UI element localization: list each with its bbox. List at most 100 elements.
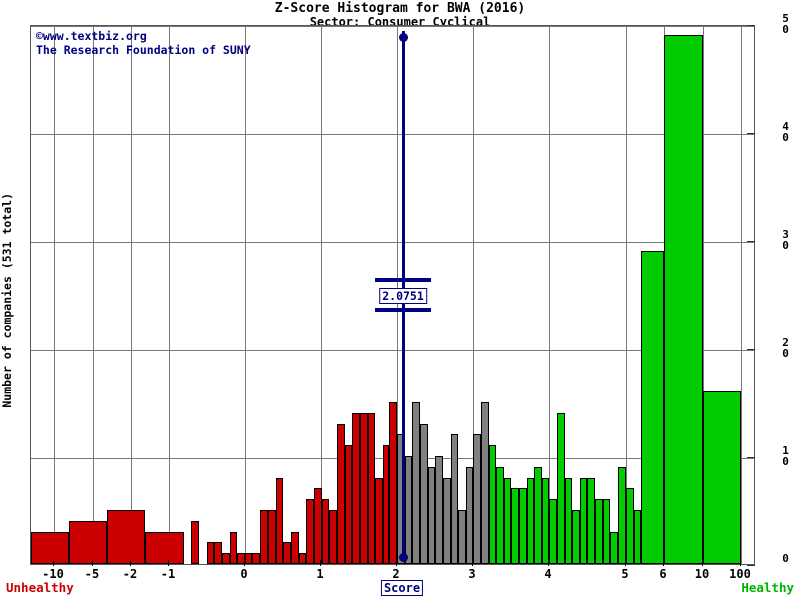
y-tick-label: 0 [779, 552, 792, 563]
y-tick-label: 10 [779, 444, 792, 466]
histogram-bar [443, 477, 451, 564]
x-tick-label: 6 [659, 567, 667, 581]
copyright-line-2: The Research Foundation of SUNY [36, 43, 251, 57]
x-tick-mark [663, 560, 664, 566]
histogram-bar [337, 423, 345, 564]
histogram-bar [451, 434, 458, 564]
gridline-vertical [741, 26, 742, 564]
histogram-bar [383, 445, 389, 564]
histogram-bar [420, 423, 428, 564]
x-tick-mark [740, 560, 741, 566]
x-tick-mark [53, 560, 54, 566]
histogram-bar [641, 250, 664, 564]
plot-area: 2.0751 [30, 25, 755, 565]
histogram-bar [473, 434, 481, 564]
x-tick-mark [168, 560, 169, 566]
y-tick-mark [747, 133, 755, 134]
histogram-bar [489, 445, 496, 564]
gridline-horizontal [31, 134, 754, 135]
x-tick-label: -10 [42, 567, 64, 581]
histogram-bar [283, 542, 291, 564]
histogram-bar [345, 445, 352, 564]
histogram-bar [268, 510, 276, 564]
y-tick-label: 50 [779, 12, 792, 34]
histogram-bar [496, 466, 504, 564]
histogram-bar [603, 499, 610, 564]
y-tick-mark [747, 565, 755, 566]
histogram-bar [214, 542, 222, 564]
gridline-vertical [473, 26, 474, 564]
histogram-bar [352, 412, 360, 564]
x-tick-mark [396, 560, 397, 566]
page-title: Z-Score Histogram for BWA (2016) [274, 1, 526, 16]
histogram-bar [542, 477, 549, 564]
histogram-bar [405, 456, 412, 564]
x-tick-mark [625, 560, 626, 566]
gridline-horizontal [31, 350, 754, 351]
y-axis-label: Number of companies (531 total) [0, 0, 16, 600]
y-tick-label: 40 [779, 120, 792, 142]
histogram-bar [557, 412, 565, 564]
histogram-bar [412, 402, 420, 564]
histogram-bar [329, 510, 337, 564]
histogram-bar [580, 477, 587, 564]
histogram-bar [31, 531, 69, 564]
gridline-vertical [93, 26, 94, 564]
histogram-bar [565, 477, 572, 564]
copyright-line-1: ©www.textbiz.org [36, 29, 147, 43]
histogram-bar [389, 402, 397, 564]
histogram-bar [145, 531, 184, 564]
histogram-bar [245, 553, 252, 564]
histogram-bar [252, 553, 260, 564]
histogram-bar [291, 531, 299, 564]
histogram-bar [230, 531, 237, 564]
copyright-notice: ©www.textbiz.org The Research Foundation… [36, 29, 251, 57]
histogram-bar [191, 520, 199, 564]
histogram-bar [626, 488, 634, 564]
histogram-bar [276, 477, 283, 564]
gridline-vertical [54, 26, 55, 564]
histogram-bar [428, 466, 435, 564]
y-axis-label-text: Number of companies (531 total) [0, 192, 14, 408]
gridline-vertical [321, 26, 322, 564]
x-tick-label: 0 [240, 567, 248, 581]
histogram-bar [222, 553, 230, 564]
marker-value-label: 2.0751 [379, 288, 427, 304]
histogram-bar [322, 499, 329, 564]
marker-cap-lower [375, 308, 431, 312]
marker-dot-bottom [399, 553, 408, 562]
histogram-bar [466, 466, 473, 564]
histogram-bar [527, 477, 534, 564]
histogram-bar [435, 456, 443, 564]
histogram-bar [664, 34, 703, 564]
histogram-bar [458, 510, 466, 564]
gridline-vertical [549, 26, 550, 564]
gridline-vertical [131, 26, 132, 564]
x-tick-mark [702, 560, 703, 566]
histogram-bar [618, 466, 626, 564]
histogram-bar [634, 510, 641, 564]
x-tick-label: 100 [729, 567, 751, 581]
x-tick-mark [472, 560, 473, 566]
histogram-bar [587, 477, 595, 564]
histogram-bar [306, 499, 314, 564]
x-tick-label: 5 [621, 567, 629, 581]
y-tick-label: 20 [779, 336, 792, 358]
gridline-vertical [169, 26, 170, 564]
histogram-bar [610, 531, 618, 564]
histogram-bar [504, 477, 511, 564]
x-tick-label: 2 [392, 567, 400, 581]
marker-dot-top [399, 33, 408, 42]
histogram-bar [299, 553, 306, 564]
healthy-label: Healthy [741, 580, 794, 595]
x-tick-mark [244, 560, 245, 566]
histogram-bar [519, 488, 527, 564]
y-tick-mark [747, 25, 755, 26]
x-tick-mark [548, 560, 549, 566]
histogram-bar [360, 412, 368, 564]
gridline-horizontal [31, 242, 754, 243]
marker-cap-upper [375, 278, 431, 282]
x-tick-mark [320, 560, 321, 566]
histogram-bar [595, 499, 603, 564]
